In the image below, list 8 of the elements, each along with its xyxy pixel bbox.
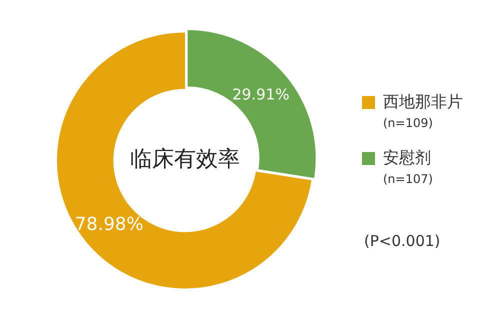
text: (n=109): [383, 116, 434, 130]
text: (P<0.001): [364, 232, 440, 250]
legend-label: 西地那非片: [383, 92, 463, 113]
text: 临床有效率: [130, 147, 240, 172]
data-label: 78.98%: [74, 214, 144, 236]
text: (n=107): [383, 172, 433, 186]
data-label: 29.91%: [232, 85, 290, 104]
legend-label: 安慰剂: [383, 148, 432, 169]
